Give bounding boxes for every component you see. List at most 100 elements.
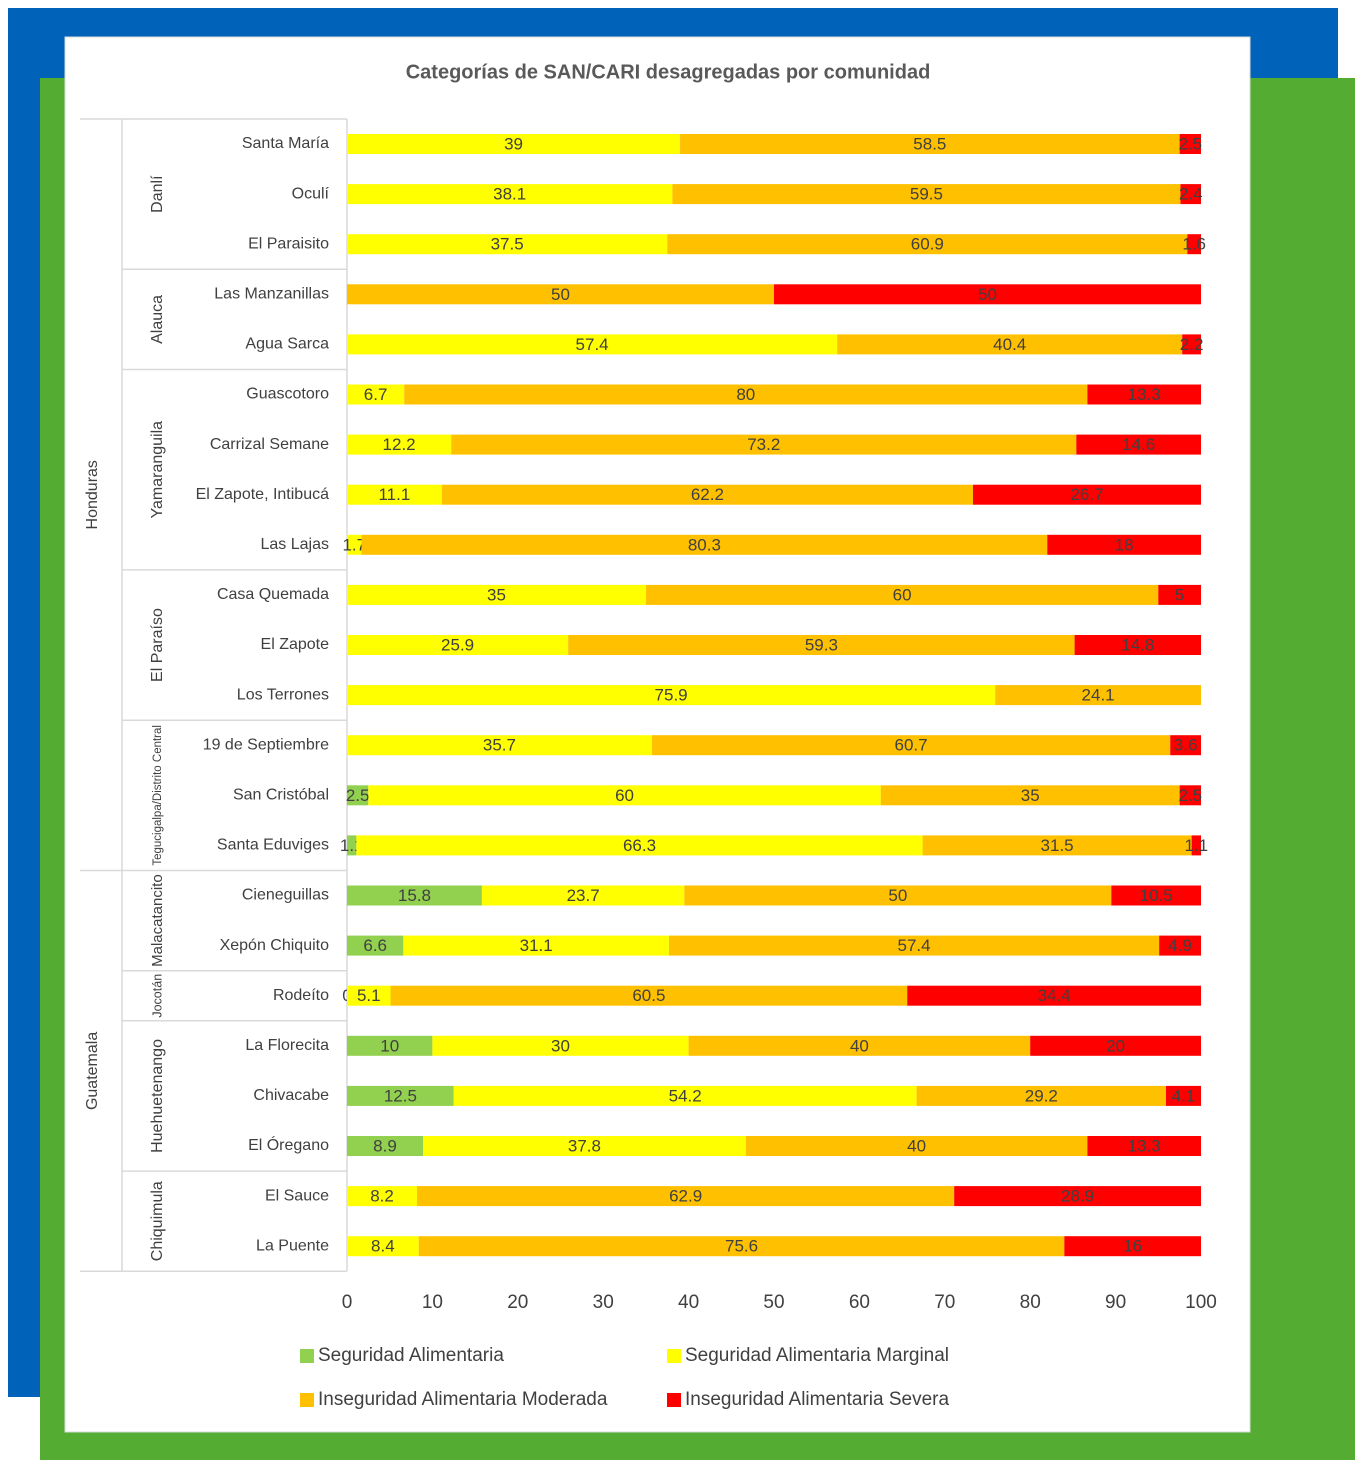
category-label: El Zapote <box>261 636 330 653</box>
bar-segment <box>1165 1085 1201 1106</box>
data-label: 40 <box>907 1136 926 1155</box>
data-label: 2.5 <box>346 786 370 805</box>
category-label: Santa Eduviges <box>217 837 329 854</box>
bar-segment <box>347 1136 424 1156</box>
bar-segment <box>347 434 452 455</box>
data-label: 60.7 <box>895 736 928 755</box>
data-label: 60.5 <box>632 986 665 1005</box>
subgroup-label: Yamaranguila <box>149 421 166 519</box>
legend-label: Seguridad Alimentaria <box>318 1345 504 1366</box>
bar-segment <box>417 1186 955 1207</box>
data-label: 50 <box>978 285 997 304</box>
bar-segment <box>1087 1136 1201 1156</box>
data-label: 5 <box>1175 585 1184 604</box>
x-tick-label: 90 <box>1105 1292 1126 1313</box>
data-label: 62.2 <box>691 485 724 504</box>
data-label: 14.6 <box>1122 435 1155 454</box>
category-label: Santa María <box>242 135 329 152</box>
group-label: Honduras <box>84 460 101 529</box>
data-label: 62.9 <box>669 1187 702 1206</box>
bar-segment <box>1170 735 1201 756</box>
bar-segment <box>347 885 482 906</box>
bar-segment <box>688 1035 1031 1056</box>
bar-segment <box>1159 935 1201 956</box>
bar-segment <box>347 1085 454 1106</box>
bar-segment <box>668 935 1160 956</box>
x-tick-label: 10 <box>422 1292 443 1313</box>
bar-segment <box>347 284 774 305</box>
bar-segment <box>403 935 669 956</box>
bar-segment <box>1180 184 1201 205</box>
legend-label: Seguridad Alimentaria Marginal <box>685 1345 949 1366</box>
data-label: 38.1 <box>493 185 526 204</box>
bar-segment <box>404 384 1088 405</box>
bar-segment <box>916 1085 1166 1106</box>
data-label: 75.6 <box>725 1237 758 1256</box>
bar-segment <box>390 985 908 1006</box>
bar-segment <box>361 534 1048 555</box>
data-label: 60 <box>893 585 912 604</box>
bar-segment <box>1111 885 1201 906</box>
bar-segment <box>1074 635 1201 655</box>
category-label: San Cristóbal <box>233 787 329 804</box>
data-label: 31.5 <box>1041 836 1074 855</box>
bar-segment <box>684 885 1112 906</box>
category-label: La Puente <box>256 1237 329 1254</box>
data-label: 35 <box>487 585 506 604</box>
bar-segment <box>347 1035 433 1056</box>
category-label: Xepón Chiquito <box>220 937 330 954</box>
data-label: 40.4 <box>993 335 1026 354</box>
legend-label: Inseguridad Alimentaria Moderada <box>318 1389 608 1410</box>
data-label: 37.5 <box>491 235 524 254</box>
category-label: El Zapote, Intibucá <box>196 486 330 503</box>
bar-segment <box>347 584 646 605</box>
bar-segment <box>432 1035 689 1056</box>
bar-segment <box>774 284 1201 305</box>
bar-segment <box>347 1236 419 1257</box>
data-label: 2.5 <box>1179 786 1203 805</box>
data-label: 13.3 <box>1128 1136 1161 1155</box>
bar-segment <box>441 484 973 505</box>
category-label: Cieneguillas <box>242 887 329 904</box>
category-label: Carrizal Semane <box>210 436 329 453</box>
bar-segment <box>745 1136 1088 1156</box>
bar-segment <box>347 484 442 505</box>
data-label: 25.9 <box>441 635 474 654</box>
x-tick-label: 80 <box>1020 1292 1041 1313</box>
subgroup-label: Tegucigalpa/Distrito Central <box>152 725 164 866</box>
subgroup-label: Alauca <box>149 295 166 344</box>
legend-label: Inseguridad Alimentaria Severa <box>685 1389 949 1410</box>
bar-segment <box>995 685 1201 706</box>
data-label: 10.5 <box>1140 886 1173 905</box>
legend-swatch <box>300 1393 314 1407</box>
x-tick-label: 70 <box>934 1292 955 1313</box>
data-label: 54.2 <box>669 1086 702 1105</box>
data-label: 35.7 <box>483 736 516 755</box>
category-label: Los Terrones <box>237 686 329 703</box>
data-label: 1.6 <box>1182 235 1206 254</box>
data-label: 35 <box>1021 786 1040 805</box>
bar-segment <box>1182 334 1201 355</box>
x-tick-label: 20 <box>507 1292 528 1313</box>
data-label: 2.2 <box>1180 335 1204 354</box>
data-label: 80.3 <box>688 535 721 554</box>
data-label: 18 <box>1115 535 1134 554</box>
subgroup-label: Chiquimula <box>149 1181 166 1261</box>
bar-segment <box>972 484 1201 505</box>
category-label: Las Lajas <box>261 536 330 553</box>
data-label: 23.7 <box>567 886 600 905</box>
data-label: 2.4 <box>1179 185 1203 204</box>
bar-segment <box>1191 835 1201 856</box>
data-label: 37.8 <box>568 1136 601 1155</box>
bar-segment <box>1187 234 1201 255</box>
bar-segment <box>837 334 1183 355</box>
legend-swatch <box>667 1349 681 1363</box>
bar-segment <box>347 234 668 255</box>
data-label: 31.1 <box>520 936 553 955</box>
category-label: Rodeíto <box>273 987 329 1004</box>
category-label: Chivacabe <box>253 1087 329 1104</box>
x-tick-label: 40 <box>678 1292 699 1313</box>
data-label: 8.2 <box>370 1187 394 1206</box>
data-label: 30 <box>551 1036 570 1055</box>
